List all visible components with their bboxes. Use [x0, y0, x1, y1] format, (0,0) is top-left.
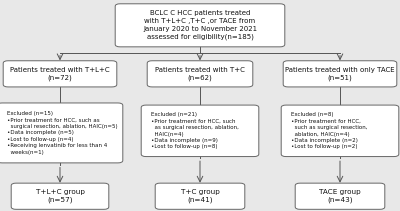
FancyBboxPatch shape	[141, 105, 259, 157]
Text: Patients treated with T+C
(n=62): Patients treated with T+C (n=62)	[155, 67, 245, 81]
FancyBboxPatch shape	[295, 183, 385, 209]
Text: BCLC C HCC patients treated
with T+L+C ,T+C ,or TACE from
January 2020 to Novemb: BCLC C HCC patients treated with T+L+C ,…	[143, 11, 257, 40]
Text: Patients treated with only TACE
(n=51): Patients treated with only TACE (n=51)	[285, 67, 395, 81]
Text: Excluded (n=21)
•Prior treatment for HCC, such
  as surgical resection, ablation: Excluded (n=21) •Prior treatment for HCC…	[151, 112, 239, 149]
FancyBboxPatch shape	[0, 103, 123, 163]
Text: Patients treated with T+L+C
(n=72): Patients treated with T+L+C (n=72)	[10, 67, 110, 81]
FancyBboxPatch shape	[3, 61, 117, 87]
Text: Excluded (n=8)
•Prior treatment for HCC,
  such as surgical resection,
  ablatio: Excluded (n=8) •Prior treatment for HCC,…	[291, 112, 367, 149]
Text: T+L+C group
(n=57): T+L+C group (n=57)	[36, 189, 84, 203]
Text: T+C group
(n=41): T+C group (n=41)	[180, 189, 220, 203]
Text: TACE group
(n=43): TACE group (n=43)	[319, 189, 361, 203]
FancyBboxPatch shape	[281, 105, 399, 157]
Text: Excluded (n=15)
•Prior treatment for HCC, such as
  surgical resection, ablation: Excluded (n=15) •Prior treatment for HCC…	[7, 111, 118, 155]
FancyBboxPatch shape	[147, 61, 253, 87]
FancyBboxPatch shape	[283, 61, 397, 87]
FancyBboxPatch shape	[115, 4, 285, 47]
FancyBboxPatch shape	[11, 183, 109, 209]
FancyBboxPatch shape	[155, 183, 245, 209]
